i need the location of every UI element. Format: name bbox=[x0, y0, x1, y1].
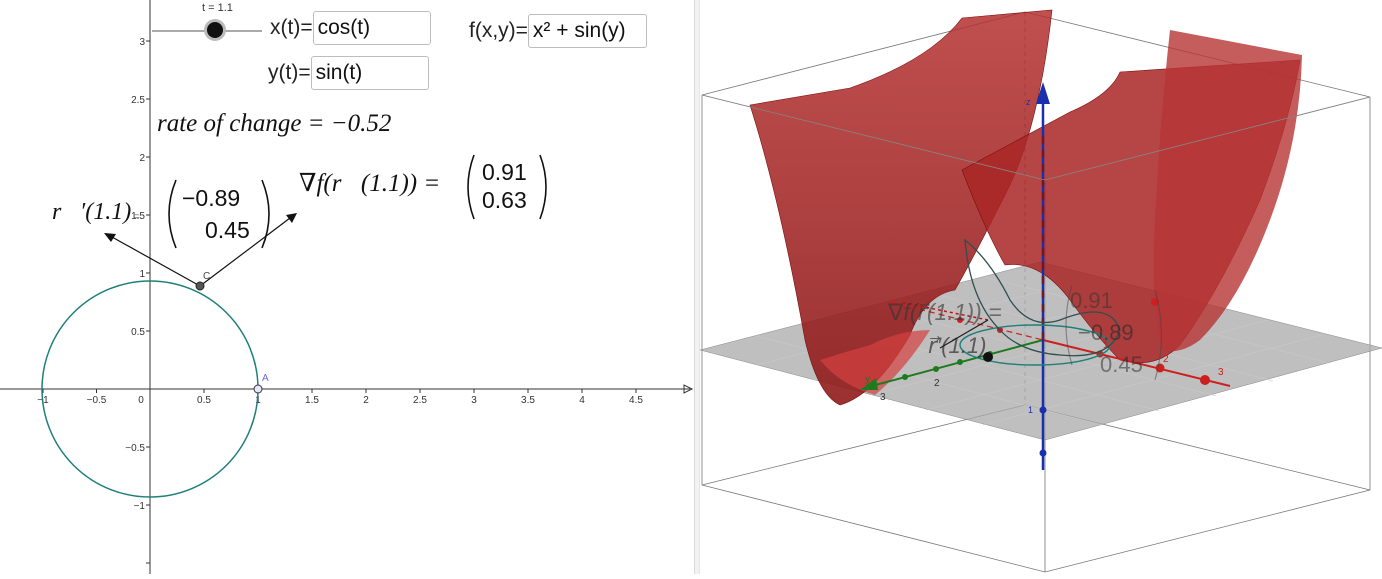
x-axis-3d-tick-label: 3 bbox=[1218, 367, 1224, 378]
gradient-top-3d: 0.91 bbox=[1070, 288, 1113, 313]
surface-f[interactable] bbox=[749, 9, 1053, 406]
x-input-row: x(t)= bbox=[270, 11, 431, 45]
derivative-bottom: 0.45 bbox=[205, 217, 250, 243]
derivative-lhs-text: r⃗′(1.1) bbox=[52, 199, 132, 225]
t-slider-knob[interactable] bbox=[207, 22, 223, 38]
gradient-vector[interactable] bbox=[199, 217, 291, 287]
y-axis-3d-label: y bbox=[865, 374, 870, 385]
gradient-label-3d: ∇f(r⃗(1.1)) = bbox=[887, 299, 1002, 325]
graphics-3d-canvas[interactable]: 1 2 3 2 3 y 1 z bbox=[699, 0, 1382, 574]
point-a-label: A bbox=[262, 373, 269, 384]
gradient-lhs-text: ∇f(r⃗(1.1)) = bbox=[299, 170, 441, 197]
t-slider[interactable]: t = 1.1 bbox=[152, 2, 262, 42]
bounding-box-front bbox=[701, 94, 1371, 181]
z-axis-3d-label: z bbox=[1026, 97, 1031, 107]
f-input-label: f(x,y)= bbox=[469, 19, 528, 42]
lifted-curve-3d[interactable] bbox=[964, 238, 1121, 357]
y-tick-label: 3 bbox=[139, 37, 145, 48]
f-input-row: f(x,y)= bbox=[469, 14, 647, 48]
x-tick-marks bbox=[42, 389, 637, 393]
derivative-vector-matrix: −0.89 0.45 bbox=[168, 179, 270, 249]
t-slider-label: t = 1.1 bbox=[202, 2, 233, 14]
y-input[interactable] bbox=[310, 56, 429, 90]
point-c[interactable] bbox=[195, 281, 205, 291]
surface-f bbox=[820, 330, 930, 395]
matrix-bracket-3d bbox=[1065, 284, 1073, 366]
y-input-row: y(t)= bbox=[268, 56, 429, 90]
y-tick-label: 2.5 bbox=[131, 95, 145, 106]
x-tick-label: 4.5 bbox=[629, 395, 643, 406]
y-axis-3d-arrow bbox=[860, 378, 878, 390]
x-input-label: x(t)= bbox=[270, 16, 313, 39]
y-axis-3d-tick-label: 2 bbox=[934, 378, 940, 389]
point-c-3d[interactable] bbox=[983, 352, 993, 362]
x-tick-label: 3 bbox=[471, 395, 477, 406]
derivative-top: −0.89 bbox=[182, 185, 240, 211]
rate-of-change-text: rate of change = −0.52 bbox=[157, 110, 392, 137]
derivative-top-3d: −0.89 bbox=[1078, 320, 1134, 345]
y-tick-label: 2 bbox=[139, 153, 145, 164]
graphics-2d-canvas[interactable]: −1 −0.5 0 0.5 1 1.5 2 2.5 3 3.5 4 4.5 3 … bbox=[0, 0, 694, 574]
x-tick-label: 0 bbox=[138, 395, 144, 406]
view-divider[interactable] bbox=[694, 0, 700, 574]
x-tick-label: 1.5 bbox=[305, 395, 319, 406]
x-axis-3d bbox=[1042, 339, 1231, 387]
derivative-bottom-3d: 0.45 bbox=[1100, 352, 1143, 377]
gradient-vector-arrowhead bbox=[286, 213, 297, 223]
y-axis-3d bbox=[867, 339, 1044, 388]
y-tick-label: 1 bbox=[139, 269, 145, 280]
point-a[interactable] bbox=[253, 384, 263, 394]
z-axis-3d-tick-label: 1 bbox=[1028, 405, 1033, 415]
matrix-bracket-3d bbox=[1154, 289, 1163, 381]
x-tick-label: 4 bbox=[579, 395, 585, 406]
derivative-vector-arrowhead bbox=[104, 233, 116, 242]
y-tick-label: −0.5 bbox=[125, 443, 145, 454]
y-input-label: y(t)= bbox=[268, 61, 311, 84]
x-axis-3d-tick-label: 2 bbox=[1163, 354, 1169, 365]
x-axis-3d-back bbox=[889, 301, 1044, 341]
x-axis-arrow bbox=[683, 384, 694, 394]
z-axis-3d-ticks bbox=[1039, 406, 1047, 457]
y-tick-marks bbox=[146, 40, 150, 564]
graphics-view-2d[interactable]: −1 −0.5 0 0.5 1 1.5 2 2.5 3 3.5 4 4.5 3 … bbox=[0, 0, 694, 574]
x-tick-label: 3.5 bbox=[521, 395, 535, 406]
gradient-vector-3d bbox=[899, 301, 989, 321]
x-input[interactable] bbox=[312, 11, 431, 45]
point-c-label: C bbox=[203, 271, 210, 282]
graphics-view-3d[interactable]: 1 2 3 2 3 y 1 z bbox=[699, 0, 1382, 574]
y-tick-label: 0.5 bbox=[131, 327, 145, 338]
f-input[interactable] bbox=[527, 14, 647, 48]
derivative-vector-3d bbox=[939, 319, 989, 349]
z-axis-3d-arrow bbox=[1036, 82, 1050, 104]
y-tick-label: −1 bbox=[134, 501, 146, 512]
x-tick-label: 2.5 bbox=[413, 395, 427, 406]
x-tick-label: 1 bbox=[255, 395, 261, 406]
x-tick-label: 2 bbox=[363, 395, 369, 406]
gradient-bottom: 0.63 bbox=[482, 187, 527, 213]
y-axis-3d-tick-label: 3 bbox=[880, 392, 886, 403]
y-tick-label: 1.5 bbox=[131, 211, 145, 222]
x-tick-label: −0.5 bbox=[87, 395, 107, 406]
derivative-vector[interactable] bbox=[111, 236, 201, 287]
x-tick-label: 0.5 bbox=[197, 395, 211, 406]
derivative-label-3d: r⃗′(1.1) bbox=[928, 333, 986, 358]
x-axis-3d-tick-label: 1 bbox=[1103, 340, 1109, 351]
surface-f[interactable] bbox=[1153, 30, 1302, 352]
gradient-vector-matrix: 0.91 0.63 bbox=[467, 154, 547, 220]
equals-sign: = bbox=[133, 209, 140, 223]
gradient-top: 0.91 bbox=[482, 159, 527, 185]
